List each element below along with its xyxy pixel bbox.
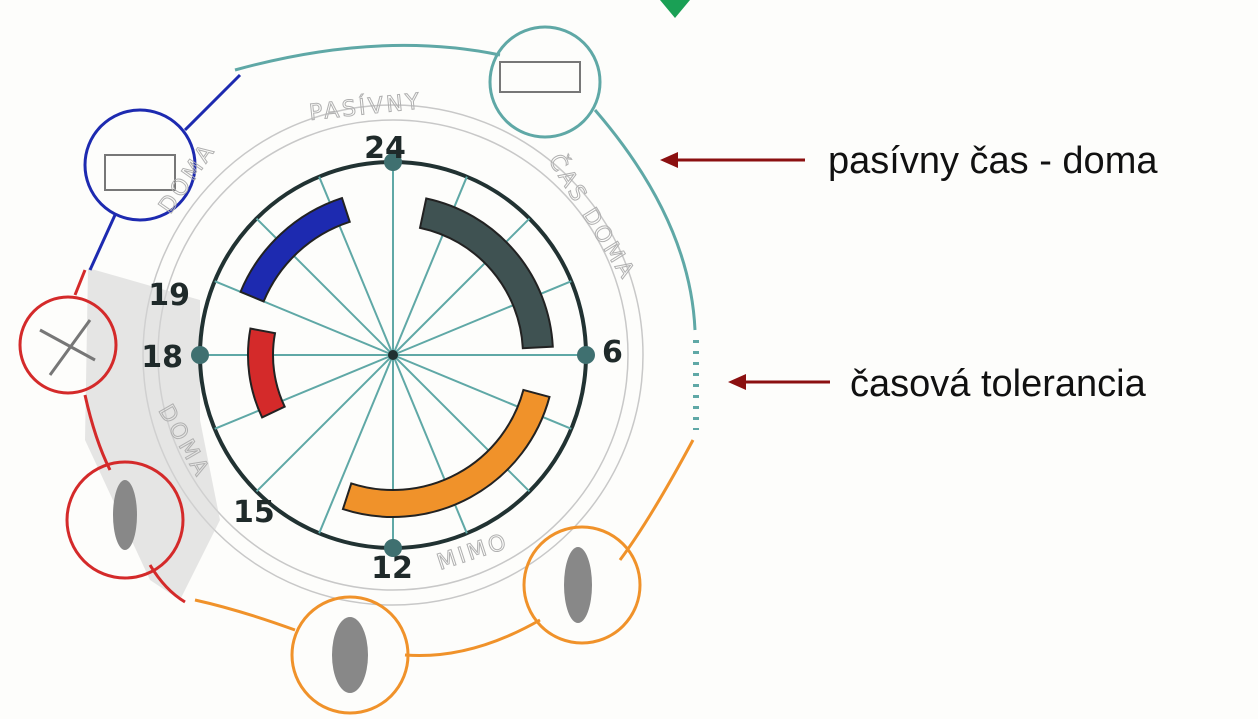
hour-label: 12 [371,551,413,586]
annotation: časová tolerancia [850,363,1147,405]
time-band [248,329,285,418]
ring-label: MIMO [434,529,512,576]
hour-label: 15 [233,495,275,530]
center-dot [388,350,398,360]
ring-label: ČAS DOMA [543,149,641,285]
hour-dot [577,346,595,364]
hour-label: 6 [602,335,623,370]
spoke [257,355,393,491]
hour-label: 19 [148,278,190,313]
annotation: pasívny čas - doma [828,140,1158,182]
labels: 24 6 12 18 19 15 PASÍVNY ČAS DOMA DOMA D… [141,88,1158,586]
time-band [241,198,350,301]
diagram: 24 6 12 18 19 15 PASÍVNY ČAS DOMA DOMA D… [0,0,1258,719]
marker [660,0,690,18]
arrow-head [728,374,746,390]
hour-dot [191,346,209,364]
hour-label: 18 [141,340,183,375]
hour-label: 24 [364,131,406,166]
arrow-head [660,152,678,168]
shading [85,268,220,600]
